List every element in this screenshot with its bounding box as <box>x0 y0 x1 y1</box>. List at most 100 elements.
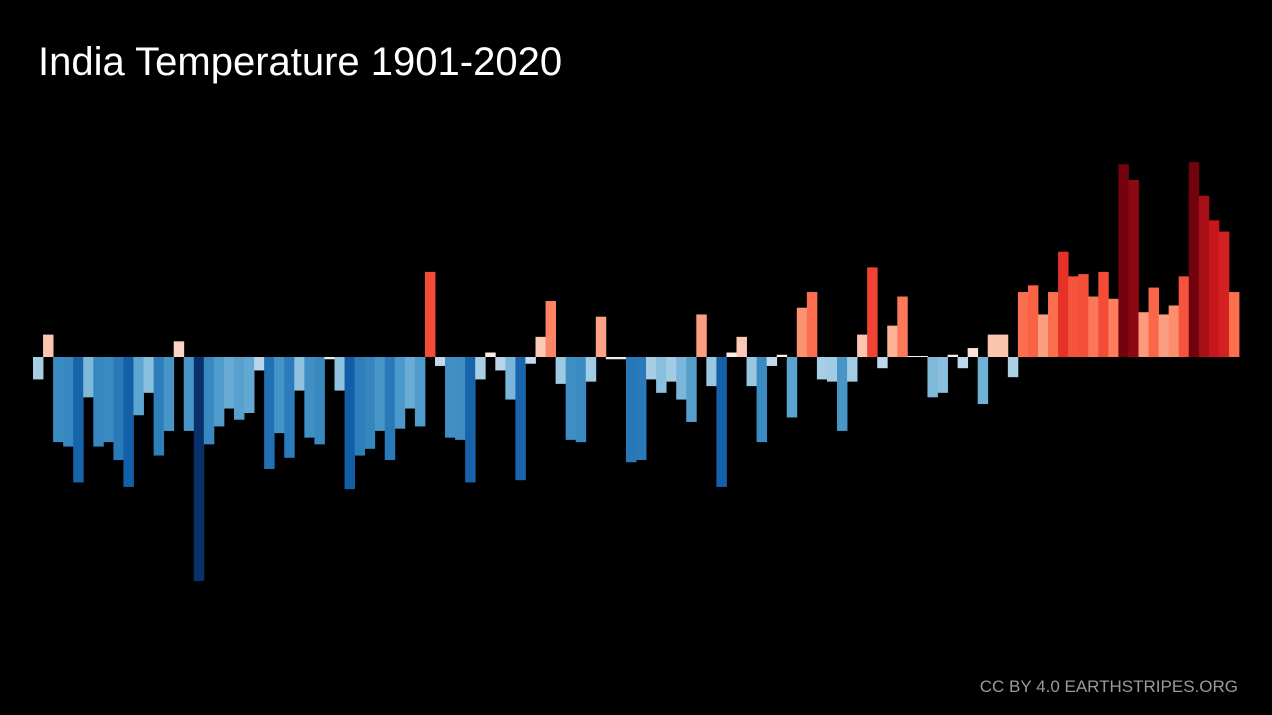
bar-1971 <box>736 336 747 357</box>
bar-1916 <box>183 357 195 431</box>
bar-1945 <box>475 357 486 380</box>
bar-2016 <box>1188 162 1200 357</box>
bar-1992 <box>947 354 958 357</box>
bar-1925 <box>274 357 285 434</box>
bar-1960 <box>625 357 637 463</box>
bar-1986 <box>887 325 898 357</box>
bar-1938 <box>404 357 416 409</box>
bar-1939 <box>414 357 426 427</box>
bar-2005 <box>1078 274 1089 357</box>
bar-1924 <box>264 357 275 469</box>
bar-1917 <box>193 357 205 581</box>
bar-1928 <box>304 357 315 438</box>
bar-2010 <box>1128 180 1139 357</box>
bar-2008 <box>1108 298 1119 357</box>
bar-1980 <box>826 357 838 382</box>
bar-1965 <box>676 357 687 400</box>
bar-1997 <box>997 334 1009 357</box>
bar-1949 <box>515 357 526 481</box>
bar-1912 <box>143 357 154 393</box>
bar-1926 <box>284 357 295 458</box>
bar-1979 <box>816 357 828 380</box>
bar-1905 <box>73 357 84 483</box>
bar-1911 <box>133 357 144 416</box>
bar-1921 <box>234 357 245 420</box>
bar-2011 <box>1138 312 1149 357</box>
bar-1908 <box>103 357 114 443</box>
bar-1973 <box>756 357 768 443</box>
bar-1970 <box>726 352 737 357</box>
bar-1915 <box>173 341 185 357</box>
bar-1913 <box>153 357 165 456</box>
bar-1937 <box>394 357 406 429</box>
bar-1961 <box>636 357 647 461</box>
bar-1987 <box>897 296 908 357</box>
bar-1929 <box>314 357 325 445</box>
bar-1976 <box>786 357 798 418</box>
bar-2002 <box>1048 292 1059 357</box>
bar-1991 <box>937 357 948 393</box>
bar-2004 <box>1068 276 1079 357</box>
bar-1903 <box>53 357 64 443</box>
bar-1932 <box>344 357 355 490</box>
bar-1902 <box>43 334 54 357</box>
bar-2012 <box>1148 287 1159 357</box>
bar-1927 <box>294 357 305 391</box>
bar-1998 <box>1007 357 1019 378</box>
bar-1989 <box>917 356 928 357</box>
bar-1940 <box>424 271 436 357</box>
bar-1943 <box>455 357 466 440</box>
bar-1967 <box>696 314 707 357</box>
bar-1941 <box>435 357 446 366</box>
bar-1910 <box>123 357 134 487</box>
bar-1935 <box>374 357 386 431</box>
bar-1985 <box>877 357 888 369</box>
bar-1955 <box>575 357 587 443</box>
bar-1936 <box>384 357 396 461</box>
bar-1994 <box>967 348 979 357</box>
bar-1950 <box>525 357 536 364</box>
bar-1975 <box>776 354 788 357</box>
bar-1918 <box>203 357 215 445</box>
bar-1953 <box>555 357 567 384</box>
bar-1920 <box>223 357 235 409</box>
bar-1952 <box>545 301 556 357</box>
bar-1942 <box>445 357 456 438</box>
bar-1931 <box>334 357 345 391</box>
bar-1996 <box>987 334 999 357</box>
bar-1944 <box>465 357 476 483</box>
bar-2006 <box>1088 296 1099 357</box>
bar-1954 <box>565 357 577 440</box>
bar-2015 <box>1178 276 1190 357</box>
bar-2013 <box>1158 314 1170 357</box>
bar-1983 <box>857 334 868 357</box>
bar-1995 <box>977 357 989 405</box>
bar-1977 <box>796 307 808 357</box>
bar-2018 <box>1208 220 1220 357</box>
bar-1982 <box>847 357 858 382</box>
bar-1933 <box>354 357 366 456</box>
bar-2017 <box>1198 195 1210 357</box>
bar-1948 <box>505 357 516 400</box>
bar-1978 <box>806 292 818 357</box>
bar-1923 <box>254 357 265 371</box>
bar-1957 <box>595 316 607 357</box>
bar-1901 <box>33 357 44 380</box>
bar-1907 <box>93 357 104 447</box>
bar-1919 <box>213 357 225 427</box>
bar-1934 <box>364 357 376 449</box>
bar-1981 <box>837 357 848 431</box>
bar-2019 <box>1218 231 1230 357</box>
bar-1956 <box>585 357 597 382</box>
bar-2003 <box>1058 251 1069 357</box>
bar-2001 <box>1038 314 1049 357</box>
bar-1993 <box>957 357 969 369</box>
bar-2009 <box>1118 164 1129 357</box>
bar-1988 <box>907 356 918 357</box>
chart-title: India Temperature 1901-2020 <box>38 40 563 84</box>
bar-1963 <box>656 357 667 393</box>
bar-1999 <box>1017 292 1029 357</box>
bar-1914 <box>163 357 175 431</box>
bar-1946 <box>485 352 496 357</box>
